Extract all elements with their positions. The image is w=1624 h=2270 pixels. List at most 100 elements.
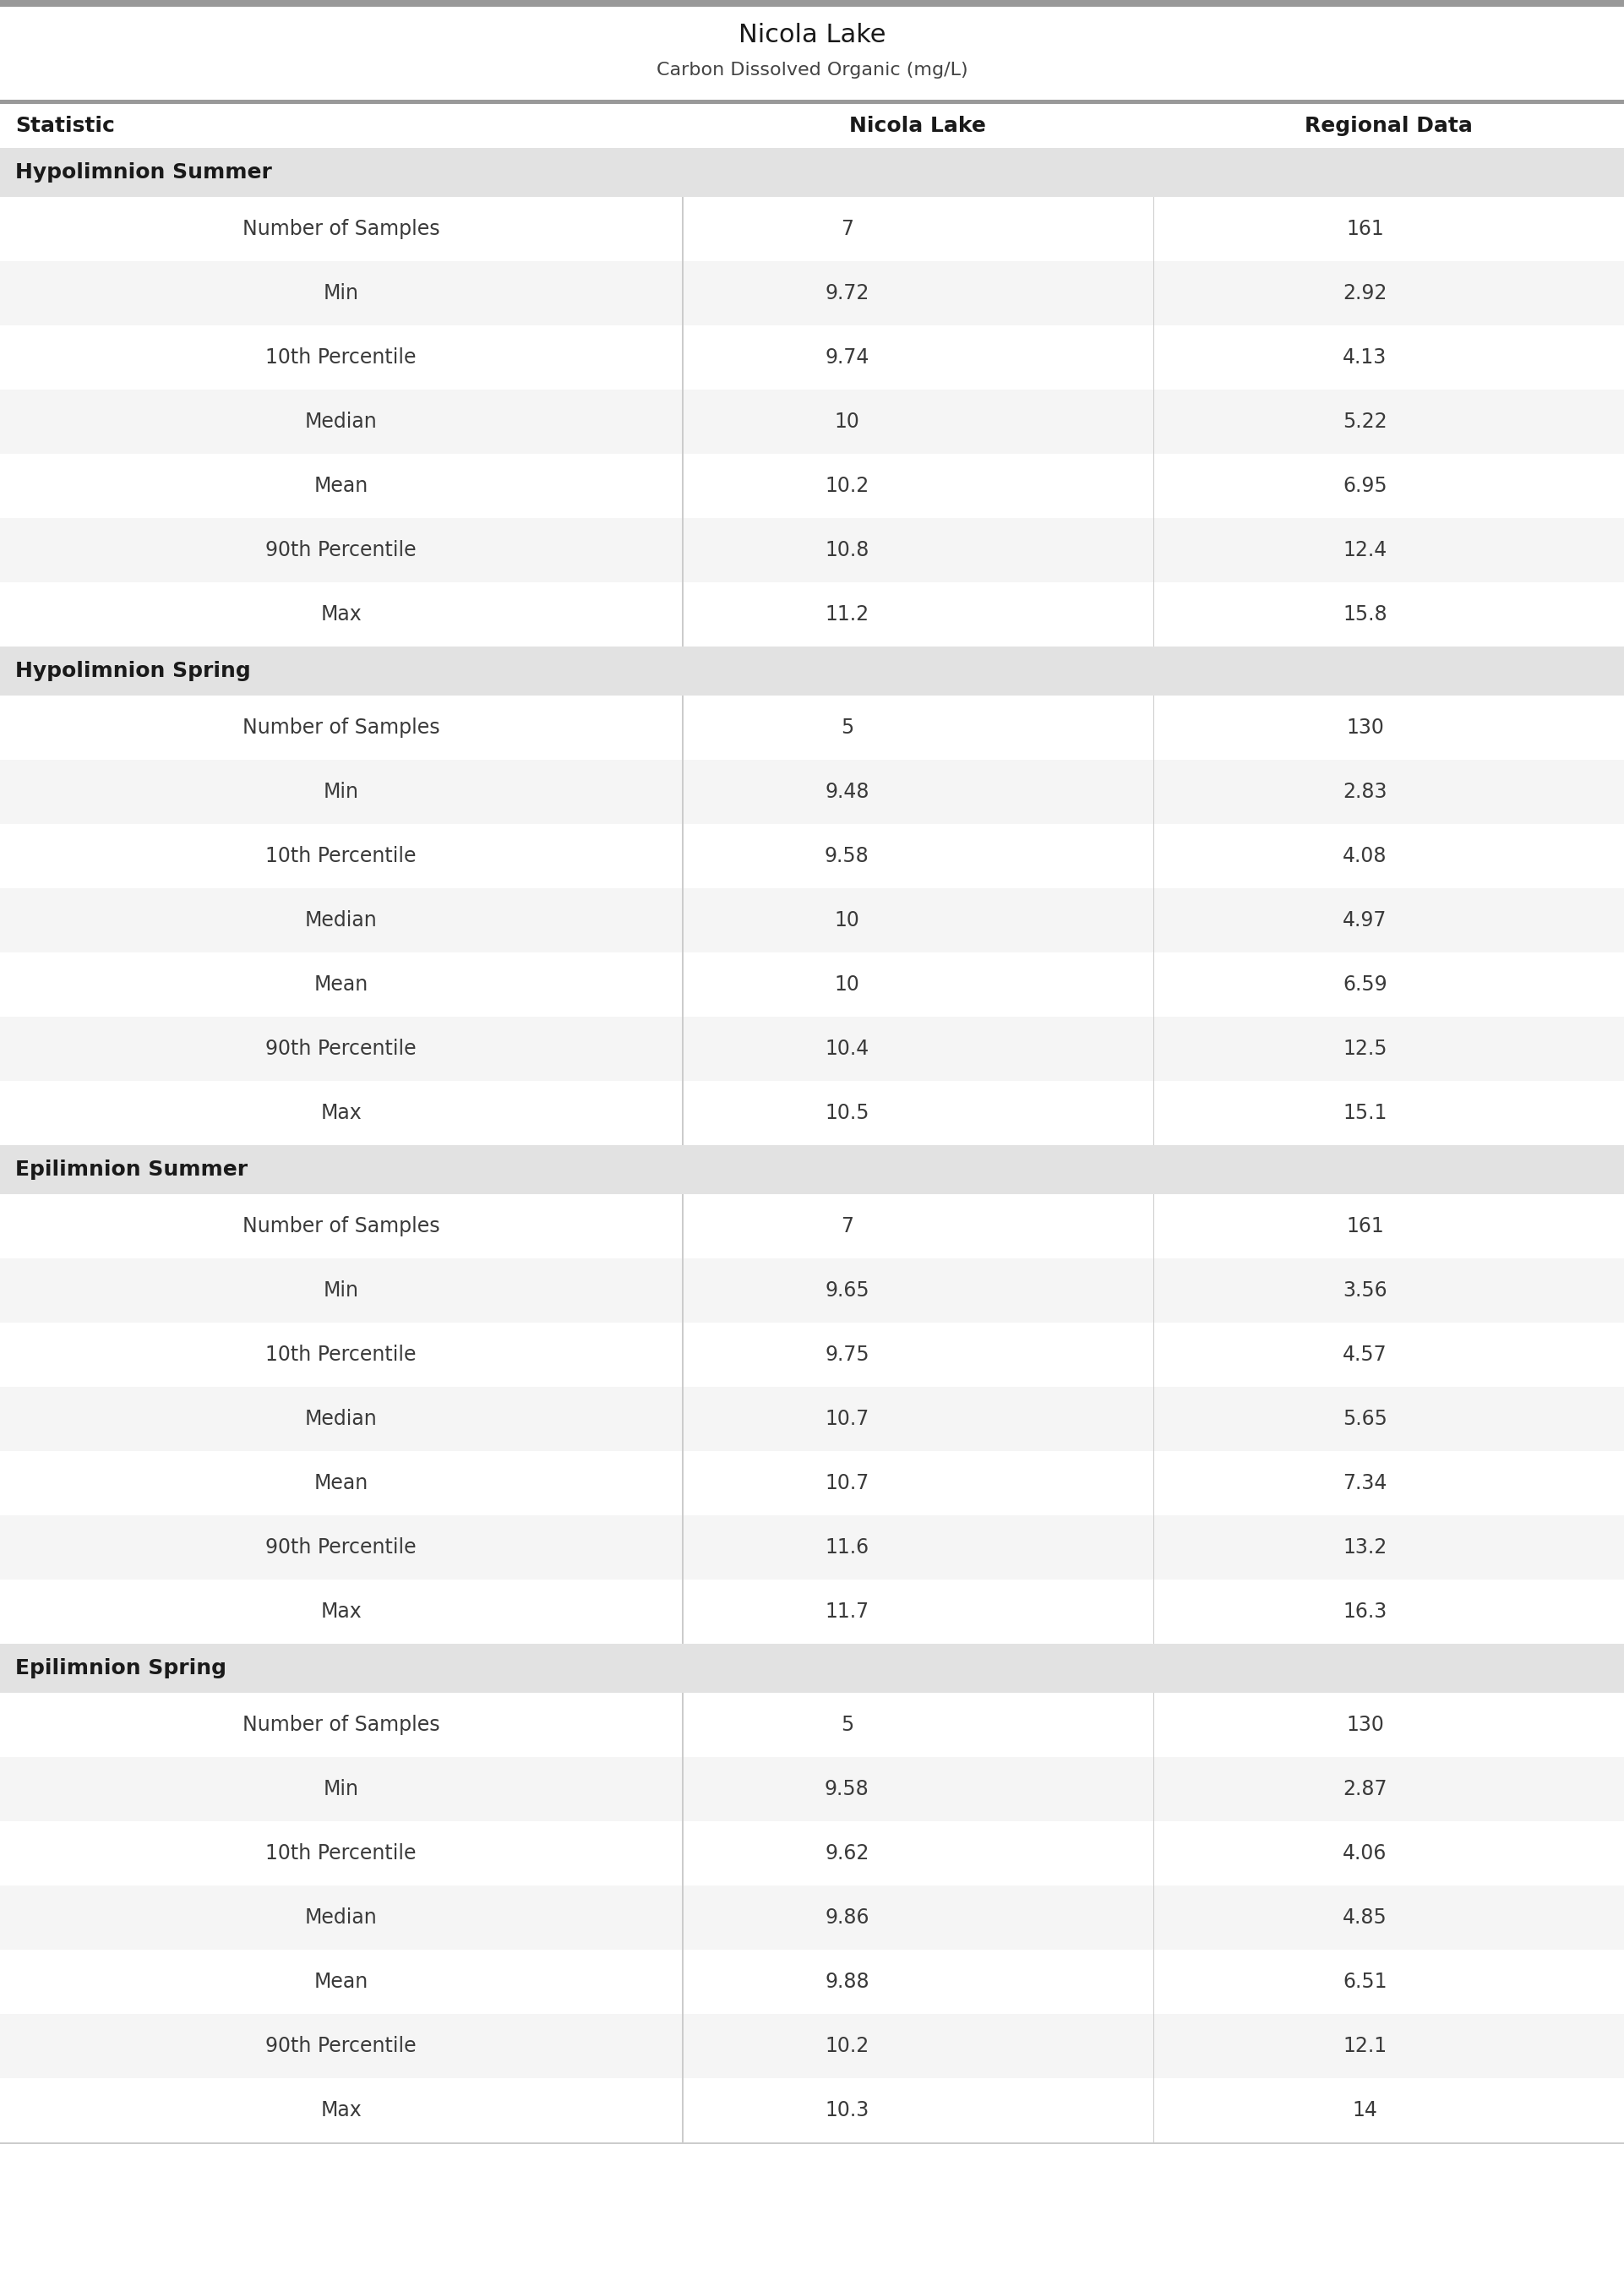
Bar: [0, 197, 1624, 261]
Text: 4.08: 4.08: [1343, 847, 1387, 867]
Bar: [0, 1144, 1624, 1194]
Text: 9.48: 9.48: [825, 781, 869, 801]
Bar: [0, 7, 1624, 100]
Text: 12.4: 12.4: [1343, 540, 1387, 561]
Bar: [0, 518, 1624, 583]
Bar: [0, 325, 1624, 390]
Text: Epilimnion Spring: Epilimnion Spring: [15, 1657, 226, 1678]
Text: 2.83: 2.83: [1343, 781, 1387, 801]
Bar: [0, 1258, 1624, 1323]
Text: 10th Percentile: 10th Percentile: [266, 847, 416, 867]
Text: Hypolimnion Summer: Hypolimnion Summer: [15, 161, 271, 182]
Text: Min: Min: [323, 284, 359, 304]
Text: 161: 161: [1346, 218, 1384, 238]
Text: 10th Percentile: 10th Percentile: [266, 1344, 416, 1364]
Bar: [0, 1194, 1624, 1258]
Text: Max: Max: [320, 2100, 362, 2120]
Text: 10.3: 10.3: [825, 2100, 869, 2120]
Text: Carbon Dissolved Organic (mg/L): Carbon Dissolved Organic (mg/L): [656, 61, 968, 79]
Text: 3.56: 3.56: [1343, 1280, 1387, 1301]
Bar: [0, 1757, 1624, 1821]
Text: Nicola Lake: Nicola Lake: [739, 23, 885, 48]
Bar: [0, 1886, 1624, 1950]
Bar: [0, 1821, 1624, 1886]
Text: Hypolimnion Spring: Hypolimnion Spring: [15, 661, 250, 681]
Bar: [0, 390, 1624, 454]
Text: 10.2: 10.2: [825, 477, 869, 497]
Text: 16.3: 16.3: [1343, 1603, 1387, 1621]
Bar: [0, 1580, 1624, 1643]
Text: Mean: Mean: [313, 1473, 369, 1494]
Text: 4.13: 4.13: [1343, 347, 1387, 368]
Text: 9.88: 9.88: [825, 1973, 869, 1993]
Text: 11.6: 11.6: [825, 1537, 869, 1557]
Bar: [0, 261, 1624, 325]
Bar: [0, 953, 1624, 1017]
Text: Min: Min: [323, 781, 359, 801]
Text: 90th Percentile: 90th Percentile: [266, 2036, 416, 2057]
Text: 2.87: 2.87: [1343, 1780, 1387, 1800]
Text: 10: 10: [835, 910, 859, 931]
Text: Min: Min: [323, 1280, 359, 1301]
Text: Median: Median: [305, 910, 377, 931]
Bar: [0, 1950, 1624, 2013]
Text: Epilimnion Summer: Epilimnion Summer: [15, 1160, 248, 1180]
Bar: [0, 1643, 1624, 1693]
Text: 9.75: 9.75: [825, 1344, 869, 1364]
Text: 4.57: 4.57: [1343, 1344, 1387, 1364]
Text: 13.2: 13.2: [1343, 1537, 1387, 1557]
Text: 4.06: 4.06: [1343, 1843, 1387, 1864]
Text: 130: 130: [1346, 717, 1384, 738]
Text: 10th Percentile: 10th Percentile: [266, 347, 416, 368]
Text: 90th Percentile: 90th Percentile: [266, 1040, 416, 1058]
Bar: [0, 1323, 1624, 1387]
Text: 130: 130: [1346, 1714, 1384, 1734]
Text: 4.97: 4.97: [1343, 910, 1387, 931]
Text: 9.58: 9.58: [825, 847, 869, 867]
Text: Mean: Mean: [313, 974, 369, 994]
Bar: [0, 0, 1624, 7]
Text: 12.5: 12.5: [1343, 1040, 1387, 1058]
Text: Number of Samples: Number of Samples: [242, 218, 440, 238]
Bar: [0, 148, 1624, 197]
Text: 6.51: 6.51: [1343, 1973, 1387, 1993]
Text: Number of Samples: Number of Samples: [242, 1714, 440, 1734]
Text: 10.8: 10.8: [825, 540, 869, 561]
Text: Number of Samples: Number of Samples: [242, 1217, 440, 1237]
Text: Statistic: Statistic: [15, 116, 115, 136]
Text: 5.22: 5.22: [1343, 411, 1387, 431]
Bar: [0, 1451, 1624, 1516]
Bar: [0, 583, 1624, 647]
Text: Max: Max: [320, 604, 362, 624]
Text: 5.65: 5.65: [1343, 1410, 1387, 1430]
Bar: [0, 1017, 1624, 1081]
Text: 161: 161: [1346, 1217, 1384, 1237]
Bar: [0, 1081, 1624, 1144]
Text: 7: 7: [841, 1217, 853, 1237]
Text: 11.2: 11.2: [825, 604, 869, 624]
Text: Min: Min: [323, 1780, 359, 1800]
Text: 90th Percentile: 90th Percentile: [266, 540, 416, 561]
Text: 10: 10: [835, 974, 859, 994]
Text: 10.5: 10.5: [825, 1103, 869, 1124]
Bar: [0, 824, 1624, 888]
Bar: [0, 100, 1624, 104]
Text: Regional Data: Regional Data: [1304, 116, 1473, 136]
Text: 9.74: 9.74: [825, 347, 869, 368]
Text: Median: Median: [305, 1907, 377, 1927]
Bar: [0, 1516, 1624, 1580]
Text: 12.1: 12.1: [1343, 2036, 1387, 2057]
Bar: [0, 104, 1624, 148]
Text: 9.62: 9.62: [825, 1843, 869, 1864]
Text: 11.7: 11.7: [825, 1603, 869, 1621]
Text: Number of Samples: Number of Samples: [242, 717, 440, 738]
Text: 7.34: 7.34: [1343, 1473, 1387, 1494]
Text: 10.4: 10.4: [825, 1040, 869, 1058]
Bar: [0, 760, 1624, 824]
Text: Max: Max: [320, 1103, 362, 1124]
Text: 10.2: 10.2: [825, 2036, 869, 2057]
Text: 4.85: 4.85: [1343, 1907, 1387, 1927]
Text: 6.59: 6.59: [1343, 974, 1387, 994]
Text: Median: Median: [305, 1410, 377, 1430]
Bar: [0, 647, 1624, 695]
